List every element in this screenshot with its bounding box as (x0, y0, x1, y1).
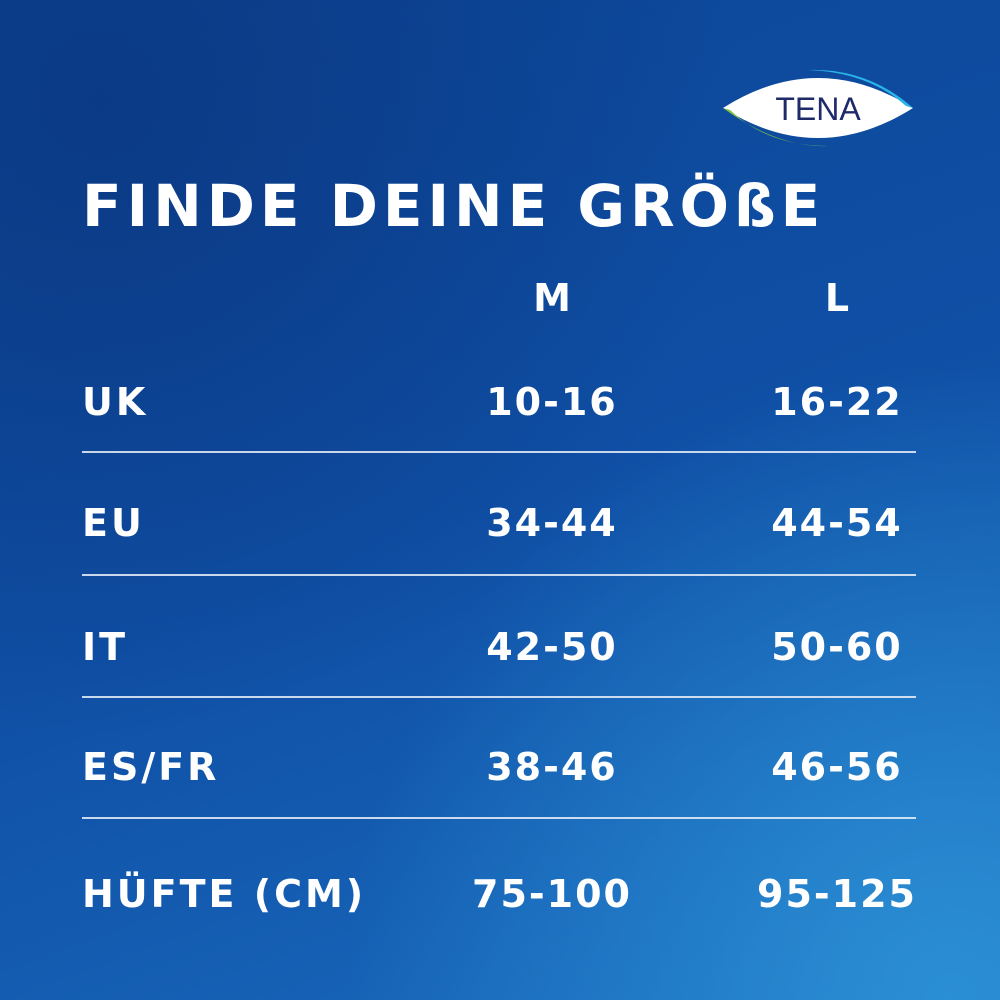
value-m: 10-16 (486, 380, 618, 424)
row-label: UK (82, 380, 149, 424)
table-row: HÜFTE (CM) 75-100 95-125 (0, 872, 1000, 932)
row-divider (82, 817, 916, 819)
value-l: 95-125 (757, 872, 917, 916)
column-header-m: M (533, 276, 571, 320)
page-title: FINDE DEINE GRÖßE (82, 172, 826, 240)
value-m: 38-46 (486, 745, 618, 789)
value-l: 50-60 (771, 625, 903, 669)
row-divider (82, 574, 916, 576)
value-l: 46-56 (771, 745, 903, 789)
row-label: IT (82, 625, 129, 669)
row-label: ES/FR (82, 745, 220, 789)
row-label: HÜFTE (CM) (82, 872, 367, 916)
value-m: 42-50 (486, 625, 618, 669)
value-l: 44-54 (771, 501, 903, 545)
column-header-l: L (824, 276, 850, 320)
tena-logo: TENA (723, 69, 913, 147)
row-divider (82, 696, 916, 698)
table-row: UK 10-16 16-22 (0, 380, 1000, 440)
value-m: 75-100 (472, 872, 632, 916)
value-l: 16-22 (771, 380, 903, 424)
value-m: 34-44 (486, 501, 618, 545)
row-label: EU (82, 501, 145, 545)
table-row: ES/FR 38-46 46-56 (0, 745, 1000, 805)
table-row: IT 42-50 50-60 (0, 625, 1000, 685)
logo-text: TENA (775, 91, 861, 127)
row-divider (82, 451, 916, 453)
table-row: EU 34-44 44-54 (0, 501, 1000, 561)
